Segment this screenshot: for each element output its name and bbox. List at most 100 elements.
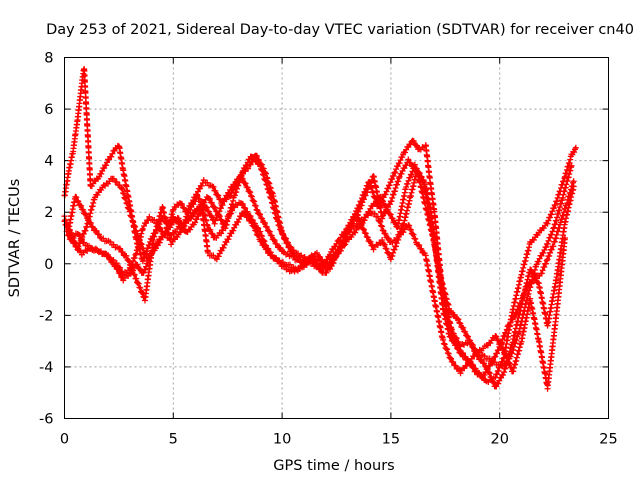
data-point-marker [410,231,417,238]
data-point-marker [360,226,367,233]
data-point-marker [189,212,196,219]
data-point-marker [550,225,557,232]
data-point-marker [80,206,87,213]
data-point-marker [535,258,542,265]
data-point-marker [261,220,268,227]
x-tick-label: 20 [490,432,508,448]
data-point-marker [547,249,554,256]
data-point-marker [385,235,392,242]
data-point-marker [214,214,221,221]
data-point-marker [153,220,160,227]
data-point-marker [443,345,450,352]
data-point-marker [192,219,199,226]
data-point-marker [553,231,560,238]
data-point-marker [207,226,214,233]
data-point-marker [448,355,455,362]
data-point-marker [139,225,146,232]
data-point-marker [500,346,507,353]
data-point-marker [219,227,226,234]
series-sat-a [61,66,579,385]
data-point-marker [484,366,491,373]
data-point-marker [392,243,399,250]
data-point-marker [247,213,254,220]
data-point-marker [211,220,218,227]
data-point-marker [216,208,223,215]
data-point-marker [560,209,567,216]
data-point-marker [557,219,564,226]
data-point-marker [353,208,360,215]
data-point-marker [468,361,475,368]
data-point-marker [358,202,365,209]
data-point-marker [447,355,454,362]
data-point-marker [89,224,96,231]
data-point-marker [275,222,282,229]
data-point-marker [225,236,232,243]
data-point-marker [137,285,144,292]
data-point-marker [255,225,262,232]
tick-layer: 0 5 10 15 20 25 -6 -4 -2 0 2 4 6 8 [39,51,618,448]
data-point-marker [451,338,458,345]
data-point-marker [119,186,126,193]
data-point-marker [492,353,499,360]
data-point-marker [325,266,332,273]
data-point-marker [489,359,496,366]
data-point-marker [66,228,73,235]
data-point-marker [257,211,264,218]
data-point-marker [493,333,500,340]
data-point-marker [481,360,488,367]
data-point-marker [408,171,415,178]
data-point-marker [509,316,516,323]
data-point-marker [215,211,222,218]
data-point-marker [548,246,555,253]
data-point-marker [280,248,287,255]
data-point-marker [514,333,521,340]
data-point-marker [364,186,371,193]
y-tick-label: -6 [39,412,53,428]
data-point-marker [194,192,201,199]
data-point-marker [211,204,218,211]
data-point-marker [122,195,129,202]
y-tick-label: 6 [44,102,53,118]
data-point-marker [407,226,414,233]
data-point-marker [517,300,524,307]
data-point-marker [571,149,578,156]
data-point-marker [470,365,477,372]
data-point-marker [516,303,523,310]
data-point-marker [258,232,265,239]
data-point-marker [389,194,396,201]
data-point-marker [550,243,557,250]
data-point-marker [561,235,568,241]
data-point-marker [385,185,392,192]
data-point-marker [257,162,264,169]
data-point-marker [260,171,267,178]
data-point-marker [447,308,454,315]
data-point-marker [386,182,393,189]
data-point-marker [418,246,425,253]
data-point-marker [371,210,378,217]
data-point-marker [109,150,116,157]
data-point-marker [88,183,95,190]
data-point-marker [263,181,270,188]
data-point-marker [98,186,105,193]
data-point-marker [208,200,215,207]
data-point-marker [490,379,497,386]
data-point-marker [130,258,137,265]
data-point-marker [277,244,284,251]
data-point-marker [120,189,127,196]
data-point-marker [495,337,502,344]
data-point-marker [360,196,367,203]
y-tick-label: 2 [44,205,53,221]
data-point-marker [523,285,530,292]
data-point-marker [403,162,410,169]
data-point-marker [383,246,390,253]
data-point-marker [76,232,83,239]
data-point-marker [397,157,404,164]
data-point-marker [64,223,71,230]
data-point-marker [268,232,275,239]
data-point-marker [501,332,508,339]
data-point-marker [478,356,485,363]
data-point-marker [472,368,479,375]
data-point-marker [81,239,88,246]
data-point-marker [248,192,255,199]
data-point-marker [389,215,396,222]
